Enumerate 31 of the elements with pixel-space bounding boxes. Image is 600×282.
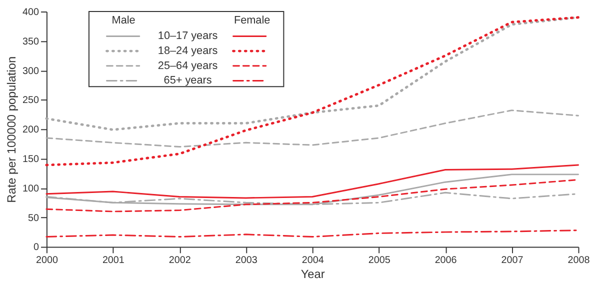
legend-label: 25–64 years <box>158 60 218 72</box>
y-tick-label: 150 <box>22 154 40 166</box>
x-tick-label: 2004 <box>302 255 324 266</box>
legend-label: 65+ years <box>164 74 212 87</box>
y-tick-label: 50 <box>28 212 40 224</box>
line-series <box>45 16 580 131</box>
y-tick-label: 350 <box>22 36 40 48</box>
x-tick-label: 2005 <box>368 255 391 266</box>
y-tick-label: 300 <box>22 66 40 77</box>
line-series <box>46 164 579 199</box>
x-tick-label: 2001 <box>102 255 125 266</box>
line-series <box>46 110 579 148</box>
line-series <box>45 16 580 166</box>
line-series <box>46 230 579 238</box>
y-tick-label: 100 <box>22 183 40 194</box>
y-tick-label: 250 <box>22 95 40 106</box>
annotation: Male <box>112 14 136 26</box>
x-tick-label: 2007 <box>501 255 524 266</box>
y-tick-label: 200 <box>22 124 40 136</box>
legend-label: 18–24 years <box>158 45 218 58</box>
y-axis-title: Rate per 100000 population <box>4 56 19 203</box>
x-tick-label: 2006 <box>434 255 458 266</box>
annotation: Female <box>234 14 270 26</box>
x-axis-title: Year <box>300 266 325 281</box>
y-tick-label: 0 <box>34 242 40 254</box>
x-tick-label: 2000 <box>36 255 58 266</box>
x-tick-label: 2008 <box>568 255 590 266</box>
x-tick-label: 2002 <box>168 255 191 266</box>
legend-label: 10–17 years <box>158 30 218 42</box>
y-tick-label: 400 <box>22 6 40 18</box>
x-tick-label: 2003 <box>235 255 258 266</box>
